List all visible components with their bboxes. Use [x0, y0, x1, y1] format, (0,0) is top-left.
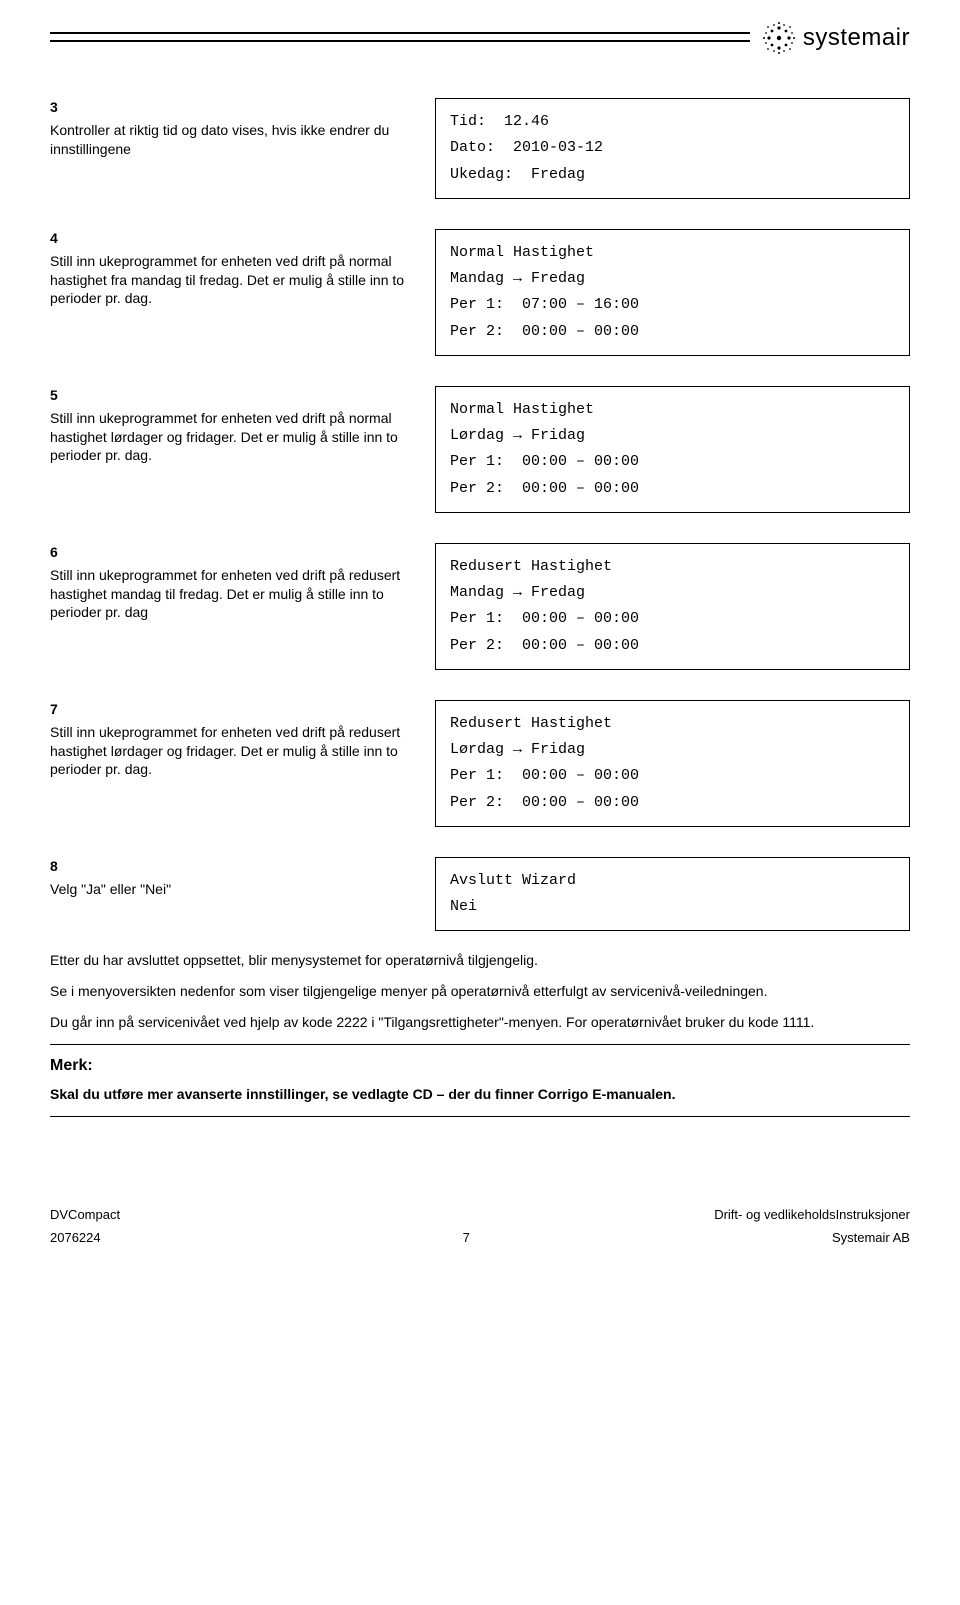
footer-page-number: 7 — [463, 1230, 470, 1245]
footer-right-2: Systemair AB — [832, 1230, 910, 1245]
step-3-description: 3 Kontroller at riktig tid og dato vises… — [50, 98, 435, 159]
step-4-display: Normal Hastighet Mandag → Fredag Per 1: … — [435, 229, 910, 356]
note-label: Merk: — [50, 1057, 910, 1075]
step-8-number: 8 — [50, 857, 415, 876]
page-footer-row1: DVCompact Drift- og vedlikeholdsInstruks… — [50, 1207, 910, 1222]
step-6-number: 6 — [50, 543, 415, 562]
step-7-number: 7 — [50, 700, 415, 719]
systemair-mark-icon — [761, 20, 797, 56]
step-8-text: Velg "Ja" eller "Nei" — [50, 880, 415, 899]
step-5-number: 5 — [50, 386, 415, 405]
step-3-text: Kontroller at riktig tid og dato vises, … — [50, 121, 415, 159]
step-row-4: 4 Still inn ukeprogrammet for enheten ve… — [50, 229, 910, 356]
step-6-display: Redusert Hastighet Mandag → Fredag Per 1… — [435, 543, 910, 670]
step-6-description: 6 Still inn ukeprogrammet for enheten ve… — [50, 543, 435, 623]
paragraph-3: Du går inn på servicenivået ved hjelp av… — [50, 1013, 910, 1032]
note-rule-top — [50, 1044, 910, 1045]
page-header: systemair — [50, 20, 910, 68]
step-7-description: 7 Still inn ukeprogrammet for enheten ve… — [50, 700, 435, 780]
step-row-7: 7 Still inn ukeprogrammet for enheten ve… — [50, 700, 910, 827]
step-8-display: Avslutt Wizard Nei — [435, 857, 910, 932]
step-4-text: Still inn ukeprogrammet for enheten ved … — [50, 252, 415, 309]
footer-right-1: Drift- og vedlikeholdsInstruksjoner — [566, 1207, 910, 1222]
step-row-5: 5 Still inn ukeprogrammet for enheten ve… — [50, 386, 910, 513]
step-3-number: 3 — [50, 98, 415, 117]
step-row-3: 3 Kontroller at riktig tid og dato vises… — [50, 98, 910, 199]
step-4-number: 4 — [50, 229, 415, 248]
paragraph-2: Se i menyoversikten nedenfor som viser t… — [50, 982, 910, 1001]
page-footer-row2: 2076224 7 Systemair AB — [50, 1230, 910, 1245]
step-5-text: Still inn ukeprogrammet for enheten ved … — [50, 409, 415, 466]
step-4-description: 4 Still inn ukeprogrammet for enheten ve… — [50, 229, 435, 309]
step-7-text: Still inn ukeprogrammet for enheten ved … — [50, 723, 415, 780]
brand-name: systemair — [803, 24, 910, 52]
step-7-display: Redusert Hastighet Lørdag → Fridag Per 1… — [435, 700, 910, 827]
note-text: Skal du utføre mer avanserte innstilling… — [50, 1085, 910, 1104]
step-row-8: 8 Velg "Ja" eller "Nei" Avslutt Wizard N… — [50, 857, 910, 932]
paragraph-1: Etter du har avsluttet oppsettet, blir m… — [50, 951, 910, 970]
step-3-display: Tid: 12.46 Dato: 2010-03-12 Ukedag: Fred… — [435, 98, 910, 199]
footer-left-1: DVCompact — [50, 1207, 394, 1222]
brand-logo: systemair — [761, 20, 910, 56]
step-5-display: Normal Hastighet Lørdag → Fridag Per 1: … — [435, 386, 910, 513]
footer-left-2: 2076224 — [50, 1230, 101, 1245]
step-row-6: 6 Still inn ukeprogrammet for enheten ve… — [50, 543, 910, 670]
step-6-text: Still inn ukeprogrammet for enheten ved … — [50, 566, 415, 623]
step-8-description: 8 Velg "Ja" eller "Nei" — [50, 857, 435, 899]
header-rule-lines — [50, 32, 750, 42]
step-5-description: 5 Still inn ukeprogrammet for enheten ve… — [50, 386, 435, 466]
note-rule-bottom — [50, 1116, 910, 1117]
